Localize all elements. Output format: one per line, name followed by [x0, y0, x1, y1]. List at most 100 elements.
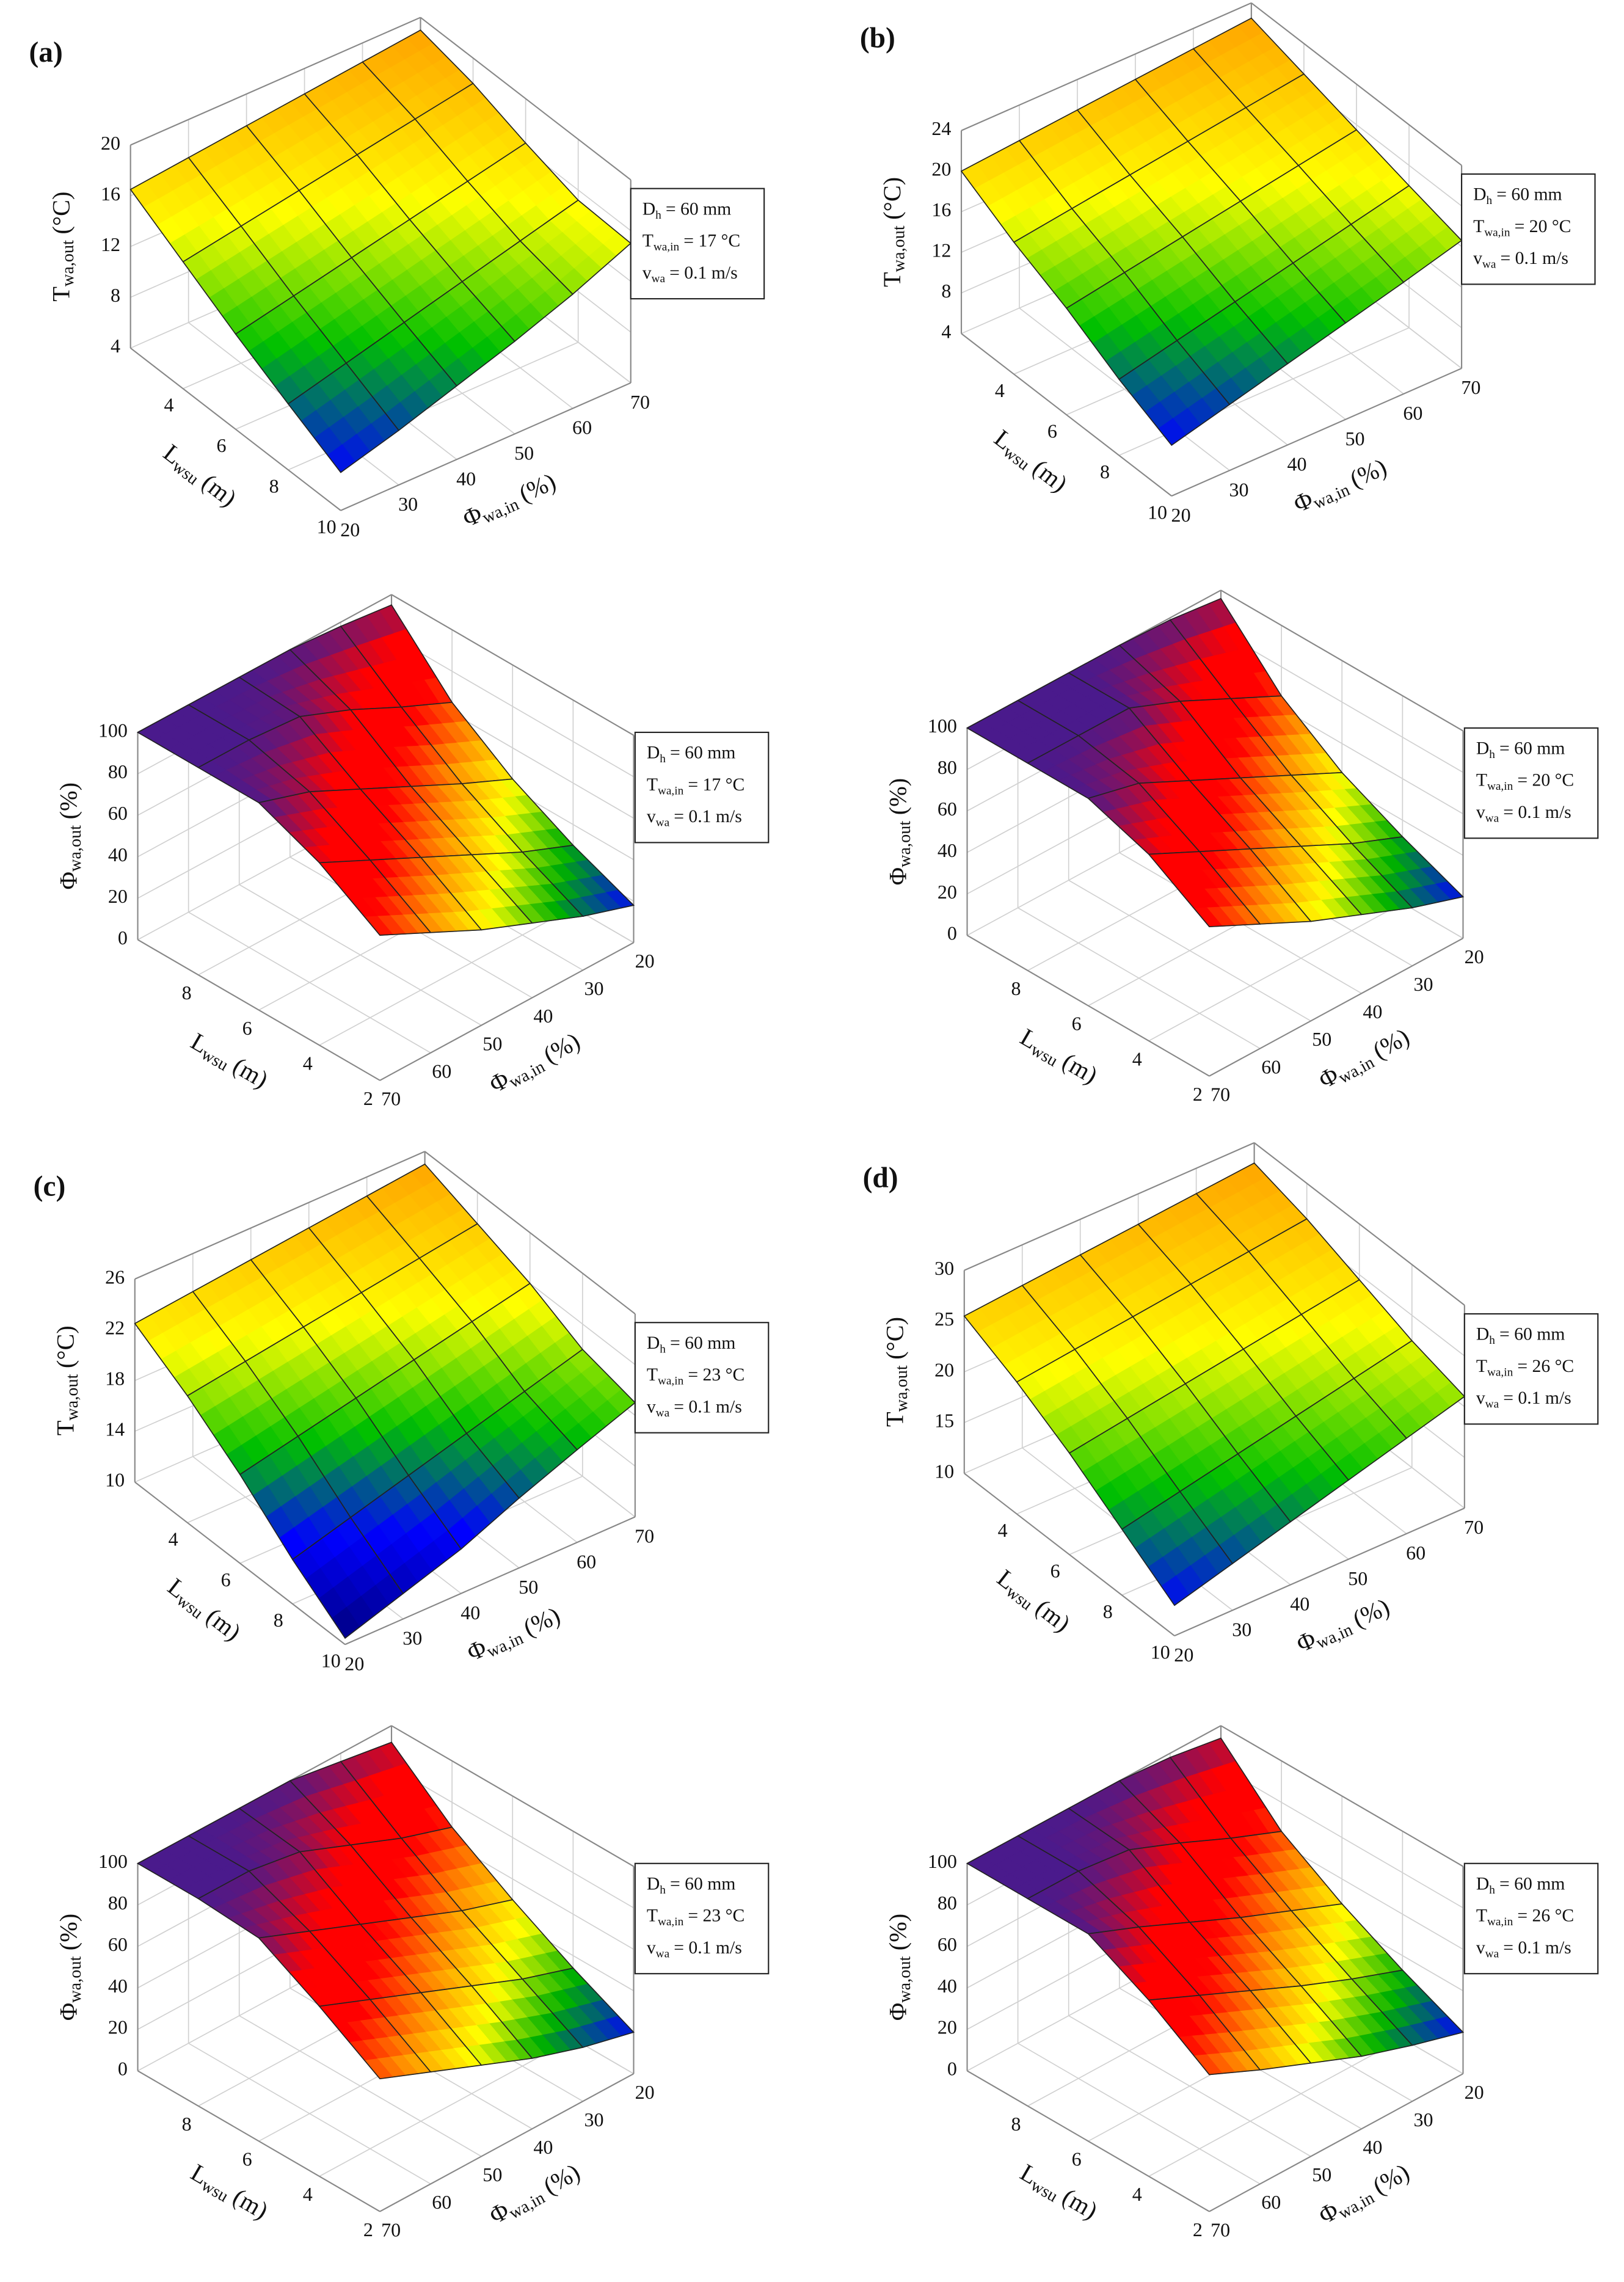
annotation-symbol: D [647, 1874, 660, 1894]
x-grid-line [1148, 902, 1403, 1041]
panel-label: (c) [34, 1171, 66, 1203]
annotation-text: = 17 °C [683, 231, 740, 250]
z-tick-label: 24 [931, 117, 951, 139]
surface-mesh [318, 859, 432, 936]
z-tick-label: 100 [928, 1850, 957, 1872]
label-symbol: Φ [884, 867, 912, 886]
x-tick-label: 4 [303, 1052, 313, 1074]
annotation-subscript: wa [656, 1948, 670, 1961]
x-tick-label: 6 [1047, 420, 1057, 442]
y-tick-label: 30 [1232, 1618, 1251, 1640]
axis-label: Twa,out (°C) [878, 177, 909, 287]
x-tick-label: 4 [303, 2183, 313, 2205]
x-tick-label: 2 [363, 2218, 373, 2240]
annotation-line: Dh = 60 mm [1473, 184, 1562, 207]
z-tick-label: 40 [108, 1975, 128, 1997]
y-tick-label: 50 [1312, 1028, 1331, 1050]
x-tick-label: 10 [321, 1650, 341, 1672]
z-tick-label: 40 [108, 844, 128, 866]
annotation-text: = 60 mm [670, 1874, 735, 1894]
x-tick-label: 4 [1132, 1048, 1142, 1070]
annotation-box [630, 188, 765, 300]
y-tick-label: 60 [1406, 1542, 1426, 1564]
x-tick-label: 6 [1051, 1560, 1060, 1582]
axis-label: Φwa,out (%) [884, 778, 915, 886]
annotation-text: = 60 mm [1499, 1874, 1565, 1894]
label-unit: (°C) [52, 1325, 79, 1368]
annotation-symbol: v [1476, 803, 1485, 822]
annotation-subscript: wa,in [1487, 781, 1513, 793]
annotation-subscript: wa [656, 1407, 670, 1420]
annotation-symbol: v [643, 263, 652, 283]
axis-label: Twa,out (°C) [52, 1325, 82, 1435]
annotation-line: Dh = 60 mm [643, 199, 732, 222]
y-tick-label: 20 [1465, 2081, 1484, 2103]
annotation-symbol: v [1476, 1388, 1485, 1408]
z-tick-label: 20 [934, 1358, 954, 1380]
x-tick-label: 6 [221, 1569, 231, 1591]
annotation-symbol: v [1476, 1938, 1485, 1958]
label-symbol: Φ [55, 872, 82, 890]
surface-mesh [287, 362, 400, 473]
y-tick-label: 70 [1461, 376, 1480, 398]
annotation-line: vwa = 0.1 m/s [643, 263, 738, 286]
y-tick-label: 60 [1403, 402, 1422, 424]
x-tick-label: 8 [274, 1609, 283, 1631]
y-tick-label: 40 [1287, 453, 1306, 475]
box-edge [130, 347, 341, 511]
box-edge [137, 939, 381, 1081]
x-tick-label: 6 [1072, 1013, 1082, 1035]
z-tick-label: 12 [101, 233, 120, 255]
axis-label: Twa,out (°C) [48, 192, 78, 302]
annotation-line: Twa,in = 17 °C [643, 231, 740, 253]
y-tick-label: 60 [577, 1550, 596, 1572]
annotation-text: = 20 °C [1515, 217, 1571, 236]
annotation-subscript: wa,in [658, 785, 684, 798]
box-edge [424, 1151, 636, 1314]
annotation-subscript: wa [1485, 1398, 1499, 1411]
annotation-symbol: T [1476, 1906, 1487, 1925]
annotation-line: Twa,in = 20 °C [1476, 771, 1574, 793]
y-tick-label: 40 [533, 1005, 553, 1027]
x-tick-label: 8 [1011, 2113, 1021, 2135]
annotation-text: = 23 °C [688, 1365, 745, 1385]
x-tick-label: 6 [242, 1017, 252, 1039]
annotation-symbol: T [1476, 771, 1487, 790]
annotation-box [634, 1322, 770, 1434]
y-tick-label: 30 [1229, 478, 1249, 500]
annotation-symbol: v [647, 1397, 656, 1416]
z-tick-label: 80 [108, 1892, 128, 1914]
z-tick-label: 20 [938, 881, 957, 903]
x-grid-line [319, 906, 573, 1046]
x-tick-label: 10 [317, 516, 337, 538]
z-tick-label: 30 [934, 1257, 954, 1279]
box-edge [340, 382, 632, 511]
label-symbol: T [881, 1412, 909, 1427]
y-tick-label: 20 [1171, 504, 1191, 526]
z-tick-label: 0 [947, 2058, 957, 2080]
x-tick-label: 10 [1151, 1641, 1170, 1663]
y-tick-label: 70 [635, 1525, 654, 1547]
annotation-box [1461, 173, 1596, 285]
annotation-box [634, 731, 770, 844]
label-unit: (%) [55, 1914, 82, 1950]
z-tick-label: 0 [118, 2058, 128, 2080]
annotation-symbol: T [647, 1365, 658, 1385]
y-tick-label: 50 [482, 2164, 502, 2185]
axis-label: Φwa,out (%) [55, 782, 86, 890]
box-edge [130, 16, 421, 146]
annotation-symbol: v [647, 1938, 656, 1958]
y-tick-label: 20 [635, 2081, 655, 2103]
y-tick-label: 40 [456, 467, 476, 489]
panel-label: (b) [860, 22, 895, 54]
annotation-text: = 17 °C [688, 775, 745, 795]
x-tick-label: 2 [1193, 1083, 1203, 1105]
z-tick-label: 8 [111, 284, 120, 306]
y-tick-label: 40 [533, 2136, 553, 2158]
y-tick-label: 30 [584, 2109, 603, 2131]
box-edge [134, 1481, 346, 1646]
z-tick-label: 60 [108, 1933, 128, 1955]
x-grid-line [319, 2038, 573, 2177]
box-edge [961, 2, 1252, 131]
z-tick-label: 100 [98, 719, 128, 741]
